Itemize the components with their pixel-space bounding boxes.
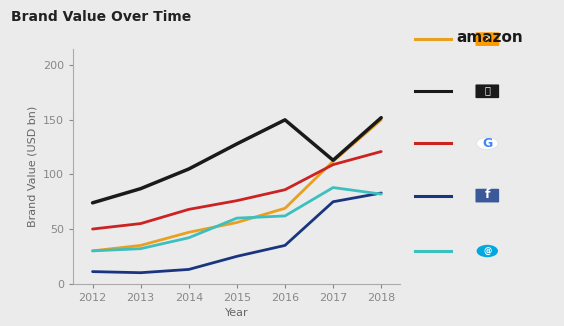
Text: ↗: ↗ [484, 35, 491, 44]
Text: :  [484, 86, 490, 96]
Text: @: @ [483, 246, 491, 256]
Y-axis label: Brand Value (USD bn): Brand Value (USD bn) [28, 106, 38, 227]
Text: G: G [482, 137, 492, 150]
Text: amazon: amazon [457, 30, 523, 45]
Text: f: f [484, 188, 490, 201]
X-axis label: Year: Year [225, 308, 249, 318]
Text: Brand Value Over Time: Brand Value Over Time [11, 10, 192, 24]
